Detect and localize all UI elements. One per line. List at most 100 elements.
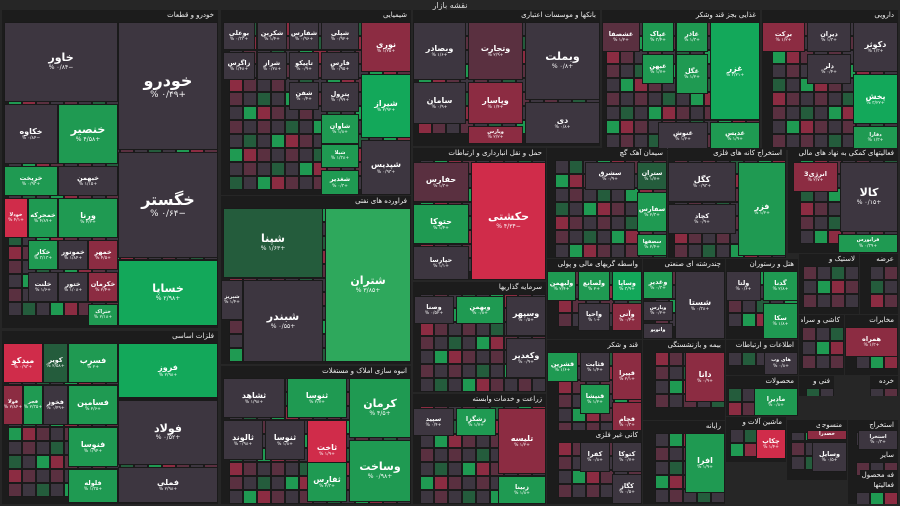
- small-stock-cell[interactable]: [22, 441, 36, 455]
- stock-tile[interactable]: خمحرکه +۴/۸۹ %: [28, 198, 58, 238]
- stock-tile[interactable]: خساپا +۲/۹۸ %: [118, 260, 218, 326]
- small-stock-cell[interactable]: [285, 120, 299, 134]
- stock-tile[interactable]: شبریز +۱/۴ %: [221, 280, 243, 320]
- small-stock-cell[interactable]: [558, 380, 572, 394]
- small-stock-cell[interactable]: [229, 162, 243, 176]
- stock-tile[interactable]: زشگزا +۱/۷ %: [456, 408, 496, 436]
- small-stock-cell[interactable]: [299, 134, 313, 148]
- stock-tile[interactable]: خصدرا: [807, 430, 847, 440]
- stock-tile[interactable]: ولتا +۰/۶ %: [726, 271, 761, 301]
- small-stock-cell[interactable]: [606, 92, 620, 106]
- small-stock-cell[interactable]: [655, 475, 669, 489]
- small-stock-cell[interactable]: [420, 490, 434, 504]
- small-stock-cell[interactable]: [728, 313, 742, 327]
- small-stock-cell[interactable]: [420, 462, 434, 476]
- small-stock-cell[interactable]: [845, 280, 859, 294]
- sector-finance[interactable]: فعالیتهای کمکی به نهاد های مالی انرژی3 +۲/…: [788, 148, 898, 253]
- small-stock-cell[interactable]: [555, 244, 569, 258]
- small-stock-cell[interactable]: [786, 78, 800, 92]
- stock-tile[interactable]: غنوش +۱/۲ %: [658, 122, 708, 150]
- small-stock-cell[interactable]: [730, 443, 744, 457]
- stock-tile[interactable]: قثابت +۱/۴ %: [580, 352, 610, 382]
- stock-tile[interactable]: واتوپو: [643, 323, 673, 339]
- stock-tile[interactable]: انرژی3 +۲/۷ %: [793, 162, 838, 192]
- small-stock-cell[interactable]: [611, 216, 625, 230]
- small-stock-cell[interactable]: [620, 78, 634, 92]
- sector-extract[interactable]: استخراج استخرا +۰/۳ %: [848, 420, 898, 450]
- small-stock-cell[interactable]: [816, 341, 830, 355]
- small-stock-cell[interactable]: [800, 134, 814, 148]
- small-stock-cell[interactable]: [620, 50, 634, 64]
- stock-tile[interactable]: خریخت +۰/۹۳ %: [4, 166, 58, 196]
- sector-misc[interactable]: منسوجات: [820, 420, 846, 430]
- small-stock-cell[interactable]: [229, 476, 243, 490]
- small-stock-cell[interactable]: [229, 176, 243, 190]
- small-stock-cell[interactable]: [786, 134, 800, 148]
- small-stock-cell[interactable]: [831, 280, 845, 294]
- small-stock-cell[interactable]: [597, 202, 611, 216]
- small-stock-cell[interactable]: [420, 336, 434, 350]
- stock-tile[interactable]: شپدیس +۰/۹۳ %: [361, 140, 411, 195]
- stock-tile[interactable]: فخوز +۰/۴۹ %: [43, 385, 68, 425]
- small-stock-cell[interactable]: [702, 244, 716, 258]
- stock-tile[interactable]: ثنوسا +۲/۷ %: [287, 378, 347, 418]
- small-stock-cell[interactable]: [597, 230, 611, 244]
- small-stock-cell[interactable]: [803, 266, 817, 280]
- small-stock-cell[interactable]: [669, 475, 683, 489]
- stock-tile[interactable]: خکاوه −۰/۸۴ %: [4, 104, 58, 164]
- small-stock-cell[interactable]: [800, 230, 814, 244]
- stock-tile[interactable]: کویر +۲/۵۸ %: [43, 343, 68, 383]
- small-stock-cell[interactable]: [620, 134, 634, 148]
- small-stock-cell[interactable]: [669, 489, 683, 503]
- stock-tile[interactable]: وبملت +۰/۸ %: [525, 22, 600, 100]
- small-stock-cell[interactable]: [8, 274, 22, 288]
- small-stock-cell[interactable]: [884, 294, 898, 308]
- stock-tile[interactable]: های وب +۰/۸ %: [764, 352, 798, 375]
- small-stock-cell[interactable]: [572, 484, 586, 498]
- small-stock-cell[interactable]: [772, 106, 786, 120]
- stock-tile[interactable]: میدکو +۰/۹۳ %: [3, 343, 43, 383]
- sector-tech[interactable]: فنی و: [799, 376, 834, 396]
- stock-tile[interactable]: استخرا +۰/۳ %: [858, 430, 898, 450]
- small-stock-cell[interactable]: [243, 78, 257, 92]
- sector-metals[interactable]: فلزات اساسی فروز +۲/۹۸ % فسرب +۲ % کویر +۲/۵۸ …: [2, 331, 218, 504]
- stock-tile[interactable]: ثشاهد +۱/۹۸ %: [223, 378, 285, 418]
- stock-tile[interactable]: وصنا +۰/۵۲ %: [414, 296, 454, 324]
- small-stock-cell[interactable]: [569, 230, 583, 244]
- small-stock-cell[interactable]: [655, 366, 669, 380]
- stock-tile[interactable]: وبصادر +۱/۶ %: [413, 22, 466, 80]
- small-stock-cell[interactable]: [448, 434, 462, 448]
- small-stock-cell[interactable]: [555, 230, 569, 244]
- small-stock-cell[interactable]: [558, 408, 572, 422]
- stock-tile[interactable]: فسرب +۲ %: [68, 343, 118, 383]
- sector-insurance[interactable]: بیمه و بازنشستگی دانا +۰/۹ %: [643, 340, 725, 420]
- stock-tile[interactable]: خاور −۰/۸۴ %: [4, 22, 118, 102]
- sector-multi2[interactable]: چندرشته ای صنعتی شستا +۰/۳۸ % وغدیر +۰/۳ % وپ…: [643, 259, 725, 339]
- stock-tile[interactable]: بوعلی +۰/۳۳ %: [223, 22, 255, 50]
- stock-tile[interactable]: سامان +۰/۹ %: [413, 82, 466, 124]
- small-stock-cell[interactable]: [583, 216, 597, 230]
- small-stock-cell[interactable]: [662, 92, 676, 106]
- small-stock-cell[interactable]: [728, 352, 742, 366]
- small-stock-cell[interactable]: [448, 336, 462, 350]
- small-stock-cell[interactable]: [655, 352, 669, 366]
- small-stock-cell[interactable]: [229, 120, 243, 134]
- stock-tile[interactable]: ولصانع +۲ %: [578, 271, 610, 301]
- small-stock-cell[interactable]: [50, 469, 64, 483]
- small-stock-cell[interactable]: [606, 64, 620, 78]
- small-stock-cell[interactable]: [36, 469, 50, 483]
- sector-leasing[interactable]: سرمایه گذاریها وسپهر +۰/۵ % وبهمن +۰/۸ % وصنا…: [413, 282, 546, 392]
- small-stock-cell[interactable]: [800, 202, 814, 216]
- small-stock-cell[interactable]: [462, 350, 476, 364]
- small-stock-cell[interactable]: [558, 470, 572, 484]
- stock-tile[interactable]: تاپیکو +۰/۹ %: [289, 52, 319, 80]
- small-stock-cell[interactable]: [606, 78, 620, 92]
- small-stock-cell[interactable]: [597, 244, 611, 258]
- small-stock-cell[interactable]: [8, 469, 22, 483]
- small-stock-cell[interactable]: [22, 469, 36, 483]
- small-stock-cell[interactable]: [802, 355, 816, 369]
- small-stock-cell[interactable]: [462, 336, 476, 350]
- sector-hotel[interactable]: هتل و رستوران گدنا +۲/۸ % سکا +۱/۸ % ولتا +۰/۶…: [726, 259, 798, 339]
- small-stock-cell[interactable]: [518, 378, 532, 392]
- small-stock-cell[interactable]: [669, 366, 683, 380]
